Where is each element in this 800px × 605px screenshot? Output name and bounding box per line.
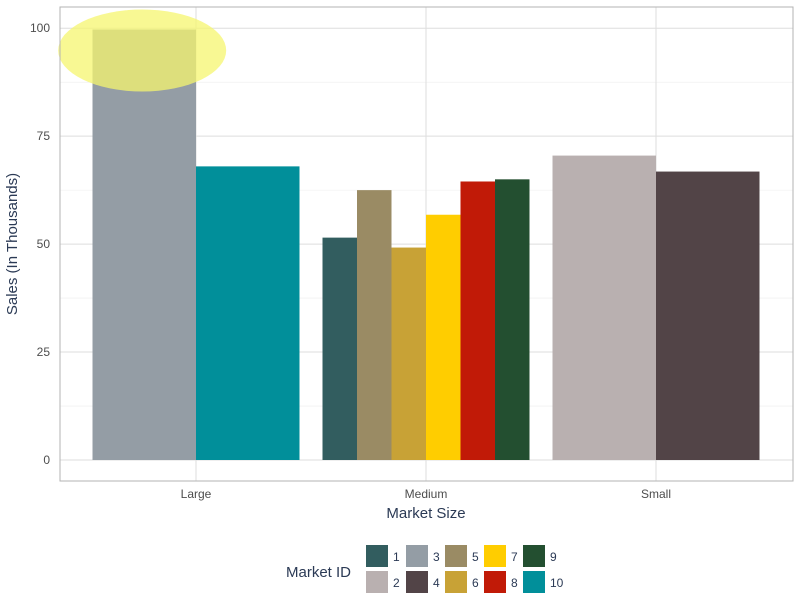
legend-swatch bbox=[406, 571, 428, 593]
y-tick-label: 100 bbox=[30, 21, 50, 35]
legend-swatch bbox=[366, 545, 388, 567]
legend-label: 7 bbox=[511, 550, 518, 564]
legend-item-9: 9 bbox=[523, 545, 557, 567]
bar-medium-market-6 bbox=[391, 247, 426, 460]
y-tick-label: 25 bbox=[37, 345, 51, 359]
legend-label: 4 bbox=[433, 576, 440, 590]
bar-medium-market-5 bbox=[357, 190, 392, 460]
legend-title: Market ID bbox=[286, 564, 351, 581]
bar-medium-market-9 bbox=[495, 179, 530, 460]
y-tick-label: 0 bbox=[43, 453, 50, 467]
x-axis-title: Market Size bbox=[386, 505, 465, 522]
bar-medium-market-8 bbox=[460, 181, 495, 460]
y-tick-label: 50 bbox=[37, 237, 51, 251]
legend-item-4: 4 bbox=[406, 571, 440, 593]
bar-small-market-2 bbox=[552, 155, 656, 460]
legend-swatch bbox=[406, 545, 428, 567]
legend-label: 5 bbox=[472, 550, 479, 564]
legend-swatch bbox=[366, 571, 388, 593]
legend-label: 10 bbox=[550, 576, 564, 590]
x-tick-label: Medium bbox=[405, 487, 448, 501]
legend-item-3: 3 bbox=[406, 545, 440, 567]
bar-medium-market-1 bbox=[322, 237, 357, 460]
legend-swatch bbox=[445, 571, 467, 593]
legend-label: 9 bbox=[550, 550, 557, 564]
legend-item-1: 1 bbox=[366, 545, 400, 567]
bar-large-market-3 bbox=[92, 29, 196, 461]
legend-label: 2 bbox=[393, 576, 400, 590]
legend-item-6: 6 bbox=[445, 571, 479, 593]
legend-item-7: 7 bbox=[484, 545, 518, 567]
plot-panel-border bbox=[59, 6, 794, 482]
legend-label: 8 bbox=[511, 576, 518, 590]
y-tick-label: 75 bbox=[37, 129, 51, 143]
x-tick-label: Large bbox=[181, 487, 212, 501]
legend-swatch bbox=[523, 545, 545, 567]
legend-swatch bbox=[484, 571, 506, 593]
highlight-ellipse bbox=[58, 9, 227, 92]
legend-label: 1 bbox=[393, 550, 400, 564]
legend-item-8: 8 bbox=[484, 571, 518, 593]
bar-large-market-10 bbox=[196, 166, 300, 460]
bar-medium-market-7 bbox=[426, 214, 461, 460]
legend-item-10: 10 bbox=[523, 571, 564, 593]
legend: Market ID 1 2 3 4 5 6 7 8 9 10 bbox=[286, 545, 564, 593]
legend-label: 3 bbox=[433, 550, 440, 564]
legend-item-5: 5 bbox=[445, 545, 479, 567]
x-tick-label: Small bbox=[641, 487, 671, 501]
legend-swatch bbox=[445, 545, 467, 567]
legend-swatch bbox=[523, 571, 545, 593]
bar-small-market-4 bbox=[656, 171, 760, 460]
legend-label: 6 bbox=[472, 576, 479, 590]
legend-item-2: 2 bbox=[366, 571, 400, 593]
legend-swatch bbox=[484, 545, 506, 567]
y-axis-title: Sales (In Thousands) bbox=[4, 173, 21, 315]
